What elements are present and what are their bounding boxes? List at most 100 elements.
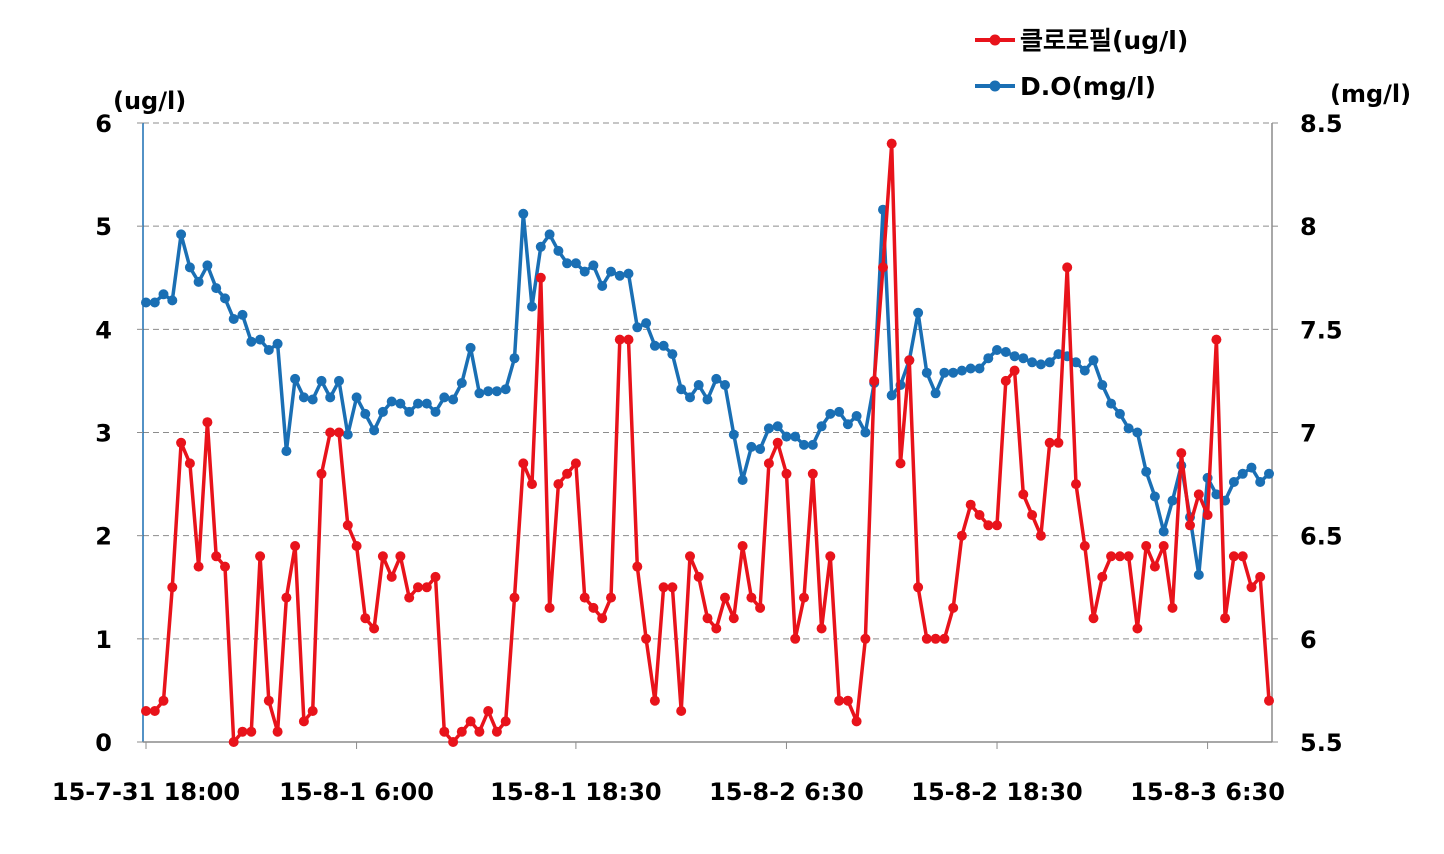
data-point-chlorophyll xyxy=(965,499,976,510)
data-point-chlorophyll xyxy=(632,561,643,572)
left-tick-label: 6 xyxy=(95,110,112,138)
data-point-chlorophyll xyxy=(1106,551,1117,562)
data-point-chlorophyll xyxy=(1097,571,1108,582)
data-point-do xyxy=(746,441,757,452)
data-point-do xyxy=(965,363,976,374)
data-point-chlorophyll xyxy=(1053,437,1064,448)
legend-item-chlorophyll: 클로로필(ug/l) xyxy=(975,26,1188,55)
data-point-chlorophyll xyxy=(606,592,616,603)
data-point-do xyxy=(676,384,687,395)
data-point-do xyxy=(825,408,836,419)
data-point-chlorophyll xyxy=(807,468,818,479)
data-point-do xyxy=(983,353,994,364)
data-point-chlorophyll xyxy=(623,334,634,345)
legend-label-do: D.O(mg/l) xyxy=(1020,72,1156,101)
data-point-do xyxy=(1132,427,1143,438)
data-point-chlorophyll xyxy=(237,726,248,737)
x-tick-label: 15-7-31 18:00 xyxy=(52,778,240,806)
data-point-do xyxy=(1158,526,1169,537)
data-point-do xyxy=(228,314,239,324)
legend-marker-do xyxy=(989,80,1001,92)
data-point-chlorophyll xyxy=(579,592,590,603)
data-point-chlorophyll xyxy=(263,695,274,706)
data-point-do xyxy=(860,427,871,438)
data-point-do xyxy=(948,367,959,378)
data-point-do xyxy=(535,241,546,252)
data-point-chlorophyll xyxy=(246,726,257,737)
data-point-chlorophyll xyxy=(702,613,713,624)
legend-item-do: D.O(mg/l) xyxy=(975,72,1156,101)
data-point-chlorophyll xyxy=(509,592,520,603)
data-point-chlorophyll xyxy=(1202,510,1213,520)
data-point-chlorophyll xyxy=(983,520,994,531)
data-point-do xyxy=(1211,489,1222,500)
data-point-do xyxy=(1167,495,1178,506)
data-point-do xyxy=(1009,351,1020,362)
data-point-chlorophyll xyxy=(535,272,546,283)
data-point-chlorophyll xyxy=(149,706,160,716)
data-point-do xyxy=(1088,355,1099,366)
data-point-chlorophyll xyxy=(167,582,178,593)
data-point-chlorophyll xyxy=(202,417,213,428)
data-point-do xyxy=(667,349,678,360)
data-point-do xyxy=(237,309,248,320)
data-point-chlorophyll xyxy=(904,355,915,366)
data-point-chlorophyll xyxy=(395,551,406,562)
data-point-chlorophyll xyxy=(272,726,283,737)
data-point-do xyxy=(211,283,222,294)
data-point-do xyxy=(834,406,845,417)
data-point-do xyxy=(1141,466,1152,477)
data-point-do xyxy=(623,268,634,279)
data-point-do xyxy=(1000,347,1011,357)
data-point-chlorophyll xyxy=(834,695,845,706)
right-tick-label: 5.5 xyxy=(1300,729,1343,757)
data-point-do xyxy=(851,411,862,421)
data-point-chlorophyll xyxy=(325,427,336,438)
data-point-do xyxy=(141,297,151,308)
data-point-chlorophyll xyxy=(1167,602,1178,613)
data-point-do xyxy=(781,431,792,442)
data-point-do xyxy=(685,392,695,403)
left-tick-label: 4 xyxy=(95,316,112,344)
data-point-chlorophyll xyxy=(825,551,836,562)
data-point-chlorophyll xyxy=(465,716,476,727)
data-point-do xyxy=(649,340,660,351)
data-point-do xyxy=(290,373,301,384)
data-point-chlorophyll xyxy=(430,571,441,582)
data-point-chlorophyll xyxy=(176,437,187,448)
data-point-do xyxy=(921,367,932,378)
data-point-do xyxy=(351,392,362,403)
right-axis-unit: (mg/l) xyxy=(1330,80,1411,108)
data-point-chlorophyll xyxy=(755,602,766,613)
data-point-chlorophyll xyxy=(439,726,450,737)
data-point-do xyxy=(1027,357,1038,368)
data-point-chlorophyll xyxy=(211,551,222,562)
data-point-chlorophyll xyxy=(816,623,827,634)
data-point-do xyxy=(158,289,169,300)
data-point-chlorophyll xyxy=(456,726,467,737)
data-point-chlorophyll xyxy=(193,561,204,572)
data-point-chlorophyll xyxy=(1158,541,1169,551)
data-point-do xyxy=(1071,357,1081,368)
right-tick-label: 6 xyxy=(1300,626,1317,654)
data-point-do xyxy=(658,340,669,351)
x-tick-label: 15-8-1 6:00 xyxy=(279,778,434,806)
data-point-chlorophyll xyxy=(895,458,906,469)
data-point-chlorophyll xyxy=(948,602,959,613)
data-point-do xyxy=(913,307,924,318)
data-point-chlorophyll xyxy=(334,427,344,438)
data-point-do xyxy=(930,388,941,399)
data-point-chlorophyll xyxy=(992,520,1002,531)
data-point-chlorophyll xyxy=(737,541,748,551)
data-point-do xyxy=(1264,468,1274,479)
data-point-do xyxy=(1106,398,1117,409)
data-point-do xyxy=(298,392,309,403)
data-point-do xyxy=(588,260,599,271)
data-point-do xyxy=(614,270,625,281)
data-point-chlorophyll xyxy=(1149,561,1160,572)
data-point-chlorophyll xyxy=(483,706,494,716)
data-point-chlorophyll xyxy=(1228,551,1239,562)
data-point-chlorophyll xyxy=(641,633,652,644)
data-point-do xyxy=(992,345,1002,355)
data-point-do xyxy=(1097,380,1108,390)
